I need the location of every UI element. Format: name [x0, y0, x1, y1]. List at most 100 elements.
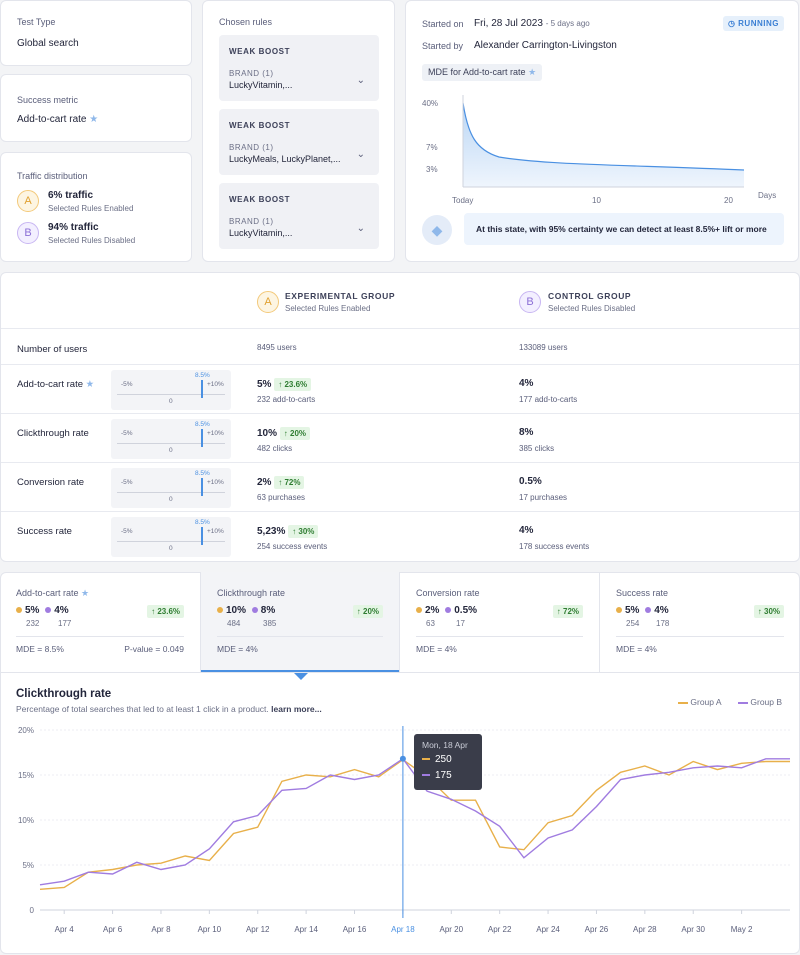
mde-curve-line — [462, 102, 745, 171]
range-neg-label: -5% — [121, 430, 133, 437]
group-b-dot — [645, 607, 652, 613]
tab-clickthrough[interactable]: Clickthrough rate 10% 8% 484 385 ↑ 20% M… — [200, 572, 400, 680]
traffic-card: Traffic distribution A 6% traffic Select… — [0, 152, 192, 262]
x-tick-label: Apr 18 — [391, 925, 415, 934]
rule-item[interactable]: WEAK BOOST BRAND (1) LuckyVitamin,... ⌄ — [219, 35, 379, 101]
chart-subtitle-row: Percentage of total searches that led to… — [16, 704, 322, 714]
x-tick-label: May 2 — [731, 925, 753, 934]
group-a-value: 5% — [257, 379, 272, 390]
test-type-label: Test Type — [17, 17, 56, 27]
range-neg-label: -5% — [121, 381, 133, 388]
x-tick-label: Apr 24 — [536, 925, 560, 934]
x-tick-label: Apr 26 — [585, 925, 609, 934]
metric-label: Clickthrough rate — [17, 428, 89, 439]
hover-point — [399, 755, 406, 762]
started-on-value: Fri, 28 Jul 2023 — [474, 18, 543, 29]
lift-range-bar: -5% 8.5% +10% 0 — [111, 517, 231, 557]
chevron-down-icon[interactable]: ⌄ — [356, 149, 365, 160]
table-row: Success rate -5% 8.5% +10% 0 5,23% ↑ 30%… — [1, 511, 799, 560]
tooltip-a-value: 250 — [435, 754, 452, 765]
group-b-sub: 385 clicks — [519, 444, 555, 453]
tab-b-count: 177 — [58, 619, 72, 628]
traffic-b-pct: 94% traffic — [48, 222, 99, 233]
star-icon: ★ — [81, 588, 90, 598]
lift-badge: ↑ 20% — [352, 605, 383, 618]
tab-a-value: 10% — [226, 605, 247, 616]
traffic-b-desc: Selected Rules Disabled — [48, 236, 136, 245]
chart-subtitle: Percentage of total searches that led to… — [16, 704, 269, 714]
y-tick-label: 15% — [18, 771, 34, 780]
group-b-desc: Selected Rules Disabled — [548, 304, 636, 313]
rule-value: LuckyVitamin,... — [229, 228, 293, 238]
tab-mde: MDE = 4% — [217, 644, 258, 654]
y-tick-label: 10% — [18, 816, 34, 825]
started-ago: - 5 days ago — [545, 19, 590, 28]
x-tick-label: Apr 20 — [440, 925, 464, 934]
lift-badge: ↑ 30% — [753, 605, 784, 618]
range-pos-label: +10% — [207, 479, 224, 486]
group-b-dot — [45, 607, 52, 613]
tab-values: 2% 0.5% — [416, 605, 477, 616]
group-a-sub: 63 purchases — [257, 493, 306, 502]
traffic-label: Traffic distribution — [17, 171, 88, 181]
group-b-value: 0.5% — [519, 476, 542, 487]
rule-value: LuckyVitamin,... — [229, 80, 293, 90]
tab-add-to-cart[interactable]: Add-to-cart rate ★ 5% 4% 232 177 ↑ 23.6%… — [0, 572, 200, 672]
group-b-badge: B — [17, 222, 39, 244]
group-b-sub: 178 success events — [519, 542, 590, 551]
mde-chip: MDE for Add-to-cart rate ★ — [422, 64, 543, 81]
mde-note-text: At this state, with 95% certainty we can… — [476, 224, 767, 234]
legend-group-a[interactable]: Group A — [678, 697, 722, 707]
chevron-down-icon[interactable]: ⌄ — [356, 223, 365, 234]
tab-a-value: 2% — [425, 605, 440, 616]
tab-success[interactable]: Success rate 5% 4% 254 178 ↑ 30% MDE = 4… — [600, 572, 800, 672]
mascot-icon: ◆ — [422, 215, 452, 245]
clickthrough-line-chart: 20% 15% 10% 5% 0 Apr 4 Apr 6 Apr 8 Apr 10 Apr 12 A… — [18, 726, 790, 934]
group-a-badge: A — [257, 291, 279, 313]
tab-b-value: 0.5% — [454, 605, 478, 616]
success-metric-value: Add-to-cart rate — [17, 114, 87, 125]
chevron-down-icon[interactable]: ⌄ — [356, 75, 365, 86]
mde-chip-label: MDE for Add-to-cart rate — [428, 67, 526, 77]
rule-item[interactable]: WEAK BOOST BRAND (1) LuckyVitamin,... ⌄ — [219, 183, 379, 249]
started-on-row: Fri, 28 Jul 2023 - 5 days ago — [474, 18, 590, 29]
group-b-value: 4% — [519, 525, 534, 536]
tab-conversion[interactable]: Conversion rate 2% 0.5% 63 17 ↑ 72% MDE … — [400, 572, 600, 672]
range-axis — [117, 394, 225, 395]
metric-label: Success rate — [17, 526, 72, 537]
y-tick-label: 20% — [18, 726, 34, 735]
lift-badge: ↑ 30% — [288, 525, 319, 538]
metric-label: Conversion rate — [17, 477, 85, 488]
tooltip-line-b — [422, 774, 430, 777]
range-mark-label: 8.5% — [195, 372, 210, 379]
range-pos-label: +10% — [207, 528, 224, 535]
x-tick-label: Apr 8 — [151, 925, 171, 934]
tab-a-value: 5% — [25, 605, 40, 616]
rules-card: Chosen rules WEAK BOOST BRAND (1) LuckyV… — [202, 0, 395, 262]
range-neg-label: -5% — [121, 479, 133, 486]
range-marker — [201, 429, 203, 447]
x-tick-label: Apr 30 — [681, 925, 705, 934]
test-type-card: Test Type Global search — [0, 0, 192, 66]
group-b-value: 8% — [519, 427, 534, 438]
success-metric-row: Add-to-cart rate ★ — [17, 114, 98, 125]
group-b-title: CONTROL GROUP — [548, 291, 632, 301]
group-a-dot — [217, 607, 223, 613]
test-type-value: Global search — [17, 38, 79, 49]
tab-name: Conversion rate — [416, 588, 480, 598]
x-tick-label: Apr 6 — [103, 925, 123, 934]
learn-more-link[interactable]: learn more... — [271, 704, 322, 714]
table-row: Clickthrough rate -5% 8.5% +10% 0 10% ↑ … — [1, 413, 799, 462]
group-a-desc: Selected Rules Enabled — [285, 304, 371, 313]
group-a-sub: 254 success events — [257, 542, 328, 551]
table-row: Conversion rate -5% 8.5% +10% 0 2% ↑ 72%… — [1, 462, 799, 511]
group-a-value: 10% — [257, 428, 278, 439]
x-tick-label: Apr 10 — [198, 925, 222, 934]
x-tick-label: Apr 4 — [55, 925, 75, 934]
rule-title: WEAK BOOST — [229, 121, 291, 130]
rule-item[interactable]: WEAK BOOST BRAND (1) LuckyMeals, LuckyPl… — [219, 109, 379, 175]
group-a-badge: A — [17, 190, 39, 212]
legend-group-b[interactable]: Group B — [738, 697, 782, 707]
tab-mde: MDE = 4% — [416, 644, 457, 654]
tooltip-line-a — [422, 758, 430, 761]
